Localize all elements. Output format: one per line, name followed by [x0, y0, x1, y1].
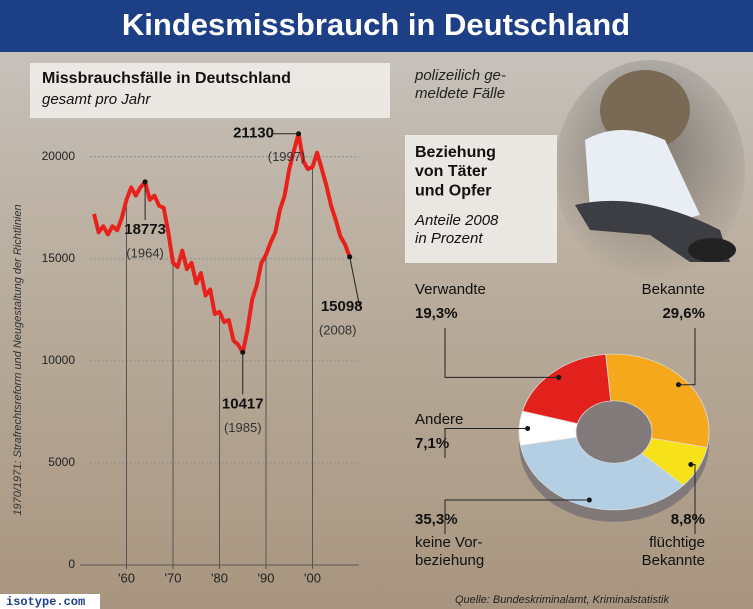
annotation-year: (1997)	[268, 149, 306, 164]
main-title: Kindesmissbrauch in Deutschland	[122, 7, 630, 42]
note: polizeilich ge-meldete Fälle	[414, 67, 506, 102]
y-tick-label: 20000	[42, 149, 76, 163]
line-subtitle: gesamt pro Jahr	[42, 91, 151, 108]
source: Quelle: Bundeskriminalamt, Kriminalstati…	[455, 594, 669, 606]
logo: isotype.com	[6, 595, 85, 609]
pie-value-label: 35,3%	[415, 511, 458, 528]
annotation-value: 10417	[222, 395, 264, 412]
pie-label: Andere	[415, 411, 463, 428]
pie-value-label: 8,8%	[671, 511, 705, 528]
y-tick-label: 10000	[42, 353, 76, 367]
photo	[555, 60, 745, 280]
x-tick-label: '00	[304, 570, 321, 585]
x-tick-label: '70	[165, 570, 182, 585]
y-tick-label: 0	[68, 557, 75, 571]
pie-label: Bekannte	[642, 281, 705, 298]
annotation-year: (1985)	[224, 420, 262, 435]
x-tick-label: '80	[211, 570, 228, 585]
y-tick-label: 15000	[42, 251, 76, 265]
infographic: Kindesmissbrauch in Deutschland Missbrau…	[0, 0, 753, 609]
pie-label: keine Vor-beziehung	[415, 534, 484, 569]
y-note: 1970/1971: Strafrechtsreform und Neugest…	[12, 204, 24, 515]
pie-value-label: 7,1%	[415, 435, 449, 452]
y-tick-label: 5000	[48, 455, 75, 469]
line-title: Missbrauchsfälle in Deutschland	[42, 70, 291, 87]
x-tick-label: '60	[118, 570, 135, 585]
annotation-value: 15098	[321, 298, 363, 315]
x-tick-label: '90	[258, 570, 275, 585]
annotation-value: 21130	[233, 125, 274, 142]
annotation-value: 18773	[124, 221, 166, 238]
pie-value-label: 29,6%	[662, 305, 705, 322]
pie-value-label: 19,3%	[415, 305, 458, 322]
pie-label: Verwandte	[415, 281, 486, 298]
annotation-year: (1964)	[126, 245, 164, 260]
annotation-year: (2008)	[319, 322, 357, 337]
